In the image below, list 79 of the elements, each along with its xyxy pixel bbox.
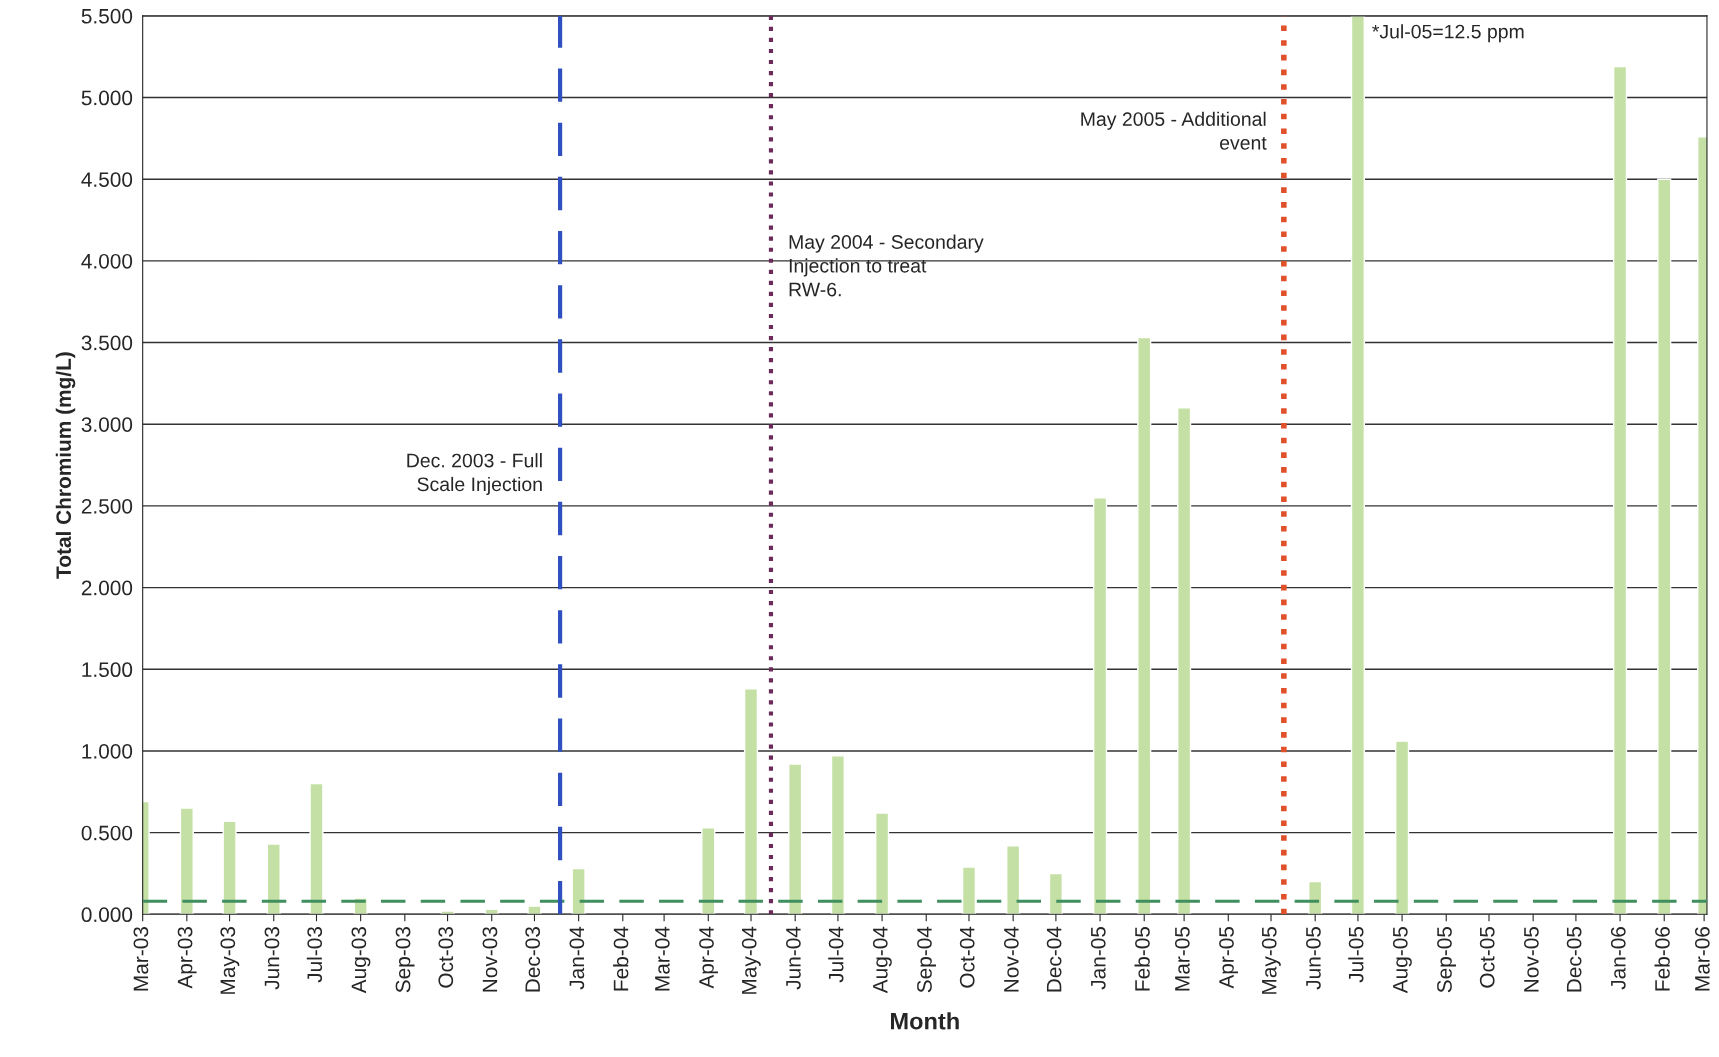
bar (743, 688, 759, 915)
x-tick-label: Mar-05 (1174, 926, 1190, 991)
x-tick-label: Aug-05 (1392, 926, 1412, 994)
annotation: *Jul-05=12.5 ppm (1372, 24, 1524, 43)
bar (527, 905, 542, 915)
x-tick-label: Jan-06 (1610, 927, 1626, 990)
x-tick-label: Sep-03 (395, 927, 415, 993)
bar (1394, 740, 1410, 915)
bar (1308, 880, 1323, 915)
x-tick-label: Aug-03 (351, 927, 371, 994)
x-tick-label: Nov-04 (1003, 926, 1019, 992)
x-tick-label: Dec-04 (1046, 926, 1062, 992)
x-tick-label: Mar-03 (133, 927, 149, 991)
bar (309, 782, 324, 915)
bar (1177, 407, 1192, 915)
bar (1612, 65, 1628, 915)
x-tick-label: Mar-04 (654, 926, 670, 991)
x-tick-label: May-03 (220, 927, 240, 994)
bar (874, 812, 890, 915)
x-tick-label: Nov-03 (482, 927, 498, 992)
bar (484, 908, 499, 915)
bar (1350, 15, 1366, 915)
y-tick-label: 5.000 (81, 90, 133, 106)
bar (788, 763, 803, 915)
bar (222, 820, 237, 915)
x-tick-label: Nov-05 (1524, 926, 1539, 992)
x-tick-label: Jul-03 (306, 927, 323, 983)
y-tick-label: 1.000 (82, 743, 133, 759)
bar (266, 843, 281, 915)
x-tick-label: Oct-03 (438, 927, 454, 988)
x-tick-label: Feb-04 (613, 926, 629, 991)
bar (1092, 497, 1108, 915)
x-tick-label: Jan-04 (569, 926, 585, 990)
x-tick-label: Jun-03 (264, 927, 280, 990)
y-axis-title: Total Chromium (mg/L) (55, 352, 76, 579)
y-tick-label: 1.500 (82, 662, 133, 678)
ref-line-label: May 2004 - Secondary Injection to treat RW-6. (789, 234, 984, 297)
bar (961, 866, 977, 915)
x-tick-label: Jul-05 (1348, 926, 1364, 983)
x-tick-label: Aug-04 (872, 926, 892, 994)
bar (1137, 336, 1152, 915)
y-tick-label: 4.000 (81, 253, 133, 269)
x-tick-label: Mar-06 (1694, 927, 1710, 991)
y-tick-label: 4.500 (81, 172, 133, 187)
x-axis-title: Month (891, 1012, 959, 1030)
x-tick-label: Apr-03 (177, 927, 197, 989)
bar (1048, 872, 1063, 915)
x-tick-label: Apr-04 (699, 926, 718, 989)
x-tick-label: Oct-05 (1479, 926, 1495, 988)
y-tick-label: 2.500 (81, 498, 133, 514)
y-tick-label: 0.500 (81, 825, 133, 841)
x-tick-label: Dec-03 (525, 927, 541, 992)
bar (179, 807, 194, 915)
x-tick-label: Feb-05 (1134, 926, 1150, 991)
x-tick-label: Sep-04 (917, 926, 936, 993)
x-tick-label: Oct-04 (959, 926, 975, 988)
x-tick-label: Jun-05 (1306, 926, 1321, 990)
y-tick-label: 0.000 (81, 907, 133, 923)
ref-line-label: Dec. 2003 - Full Scale Injection (407, 453, 542, 496)
bar (440, 910, 455, 915)
y-tick-label: 3.000 (81, 417, 133, 432)
x-tick-label: Jun-04 (786, 926, 801, 990)
x-tick-label: Feb-06 (1654, 927, 1670, 991)
x-tick-label: Jul-04 (828, 926, 844, 983)
x-tick-label: May-05 (1261, 926, 1281, 994)
bar (571, 867, 586, 915)
y-tick-label: 5.500 (81, 8, 133, 24)
y-tick-label: 2.000 (81, 580, 133, 596)
y-tick-label: 3.500 (81, 335, 133, 351)
x-tick-label: Apr-05 (1219, 926, 1238, 989)
bar (701, 827, 716, 915)
x-tick-label: May-04 (741, 926, 761, 994)
bar (830, 755, 846, 915)
x-tick-label: Dec-05 (1566, 926, 1582, 992)
ref-line-label: May 2005 - Additional event (1081, 111, 1267, 150)
x-tick-label: Jan-05 (1090, 926, 1106, 990)
x-tick-label: Sep-05 (1437, 926, 1456, 993)
bar (1006, 845, 1021, 915)
bar (1657, 178, 1672, 915)
